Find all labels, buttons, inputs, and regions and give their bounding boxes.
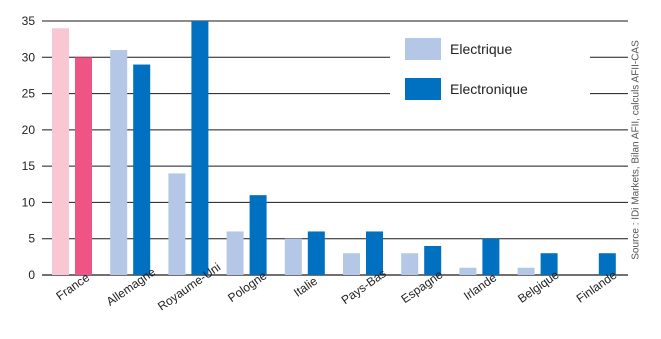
bar	[133, 64, 151, 276]
y-tick-label: 35	[22, 14, 36, 28]
legend-swatch	[405, 78, 441, 100]
source-note-text: Source : IDi Markets, Bilan AFII, calcul…	[630, 40, 642, 260]
bar	[424, 245, 442, 275]
bar	[226, 231, 244, 275]
bar	[517, 267, 535, 275]
y-tick-label: 0	[28, 268, 35, 282]
legend-label: Electrique	[450, 41, 512, 57]
bar	[52, 28, 69, 276]
bar	[249, 195, 267, 275]
bar	[110, 50, 128, 276]
x-tick-label: Royaume-Uni	[155, 260, 223, 314]
legend-swatch	[405, 38, 441, 60]
bar	[307, 231, 325, 275]
bar	[284, 238, 302, 275]
bar	[366, 231, 383, 275]
y-tick-label: 5	[28, 232, 35, 246]
bar	[598, 253, 616, 275]
bar	[401, 253, 419, 275]
x-tick-label: Finlande	[574, 268, 620, 306]
bar	[75, 57, 92, 276]
bar	[168, 173, 186, 275]
y-tick-label: 10	[22, 195, 36, 209]
y-tick-label: 30	[22, 50, 36, 64]
bar	[191, 21, 209, 275]
bar	[540, 253, 558, 275]
bar	[482, 238, 500, 275]
bar	[459, 267, 477, 275]
y-tick-label: 15	[22, 159, 36, 173]
y-tick-label: 25	[22, 87, 36, 101]
legend-label: Electronique	[450, 81, 528, 97]
y-tick-label: 20	[22, 123, 36, 137]
bar	[343, 253, 360, 275]
x-tick-label: Italie	[291, 274, 320, 300]
